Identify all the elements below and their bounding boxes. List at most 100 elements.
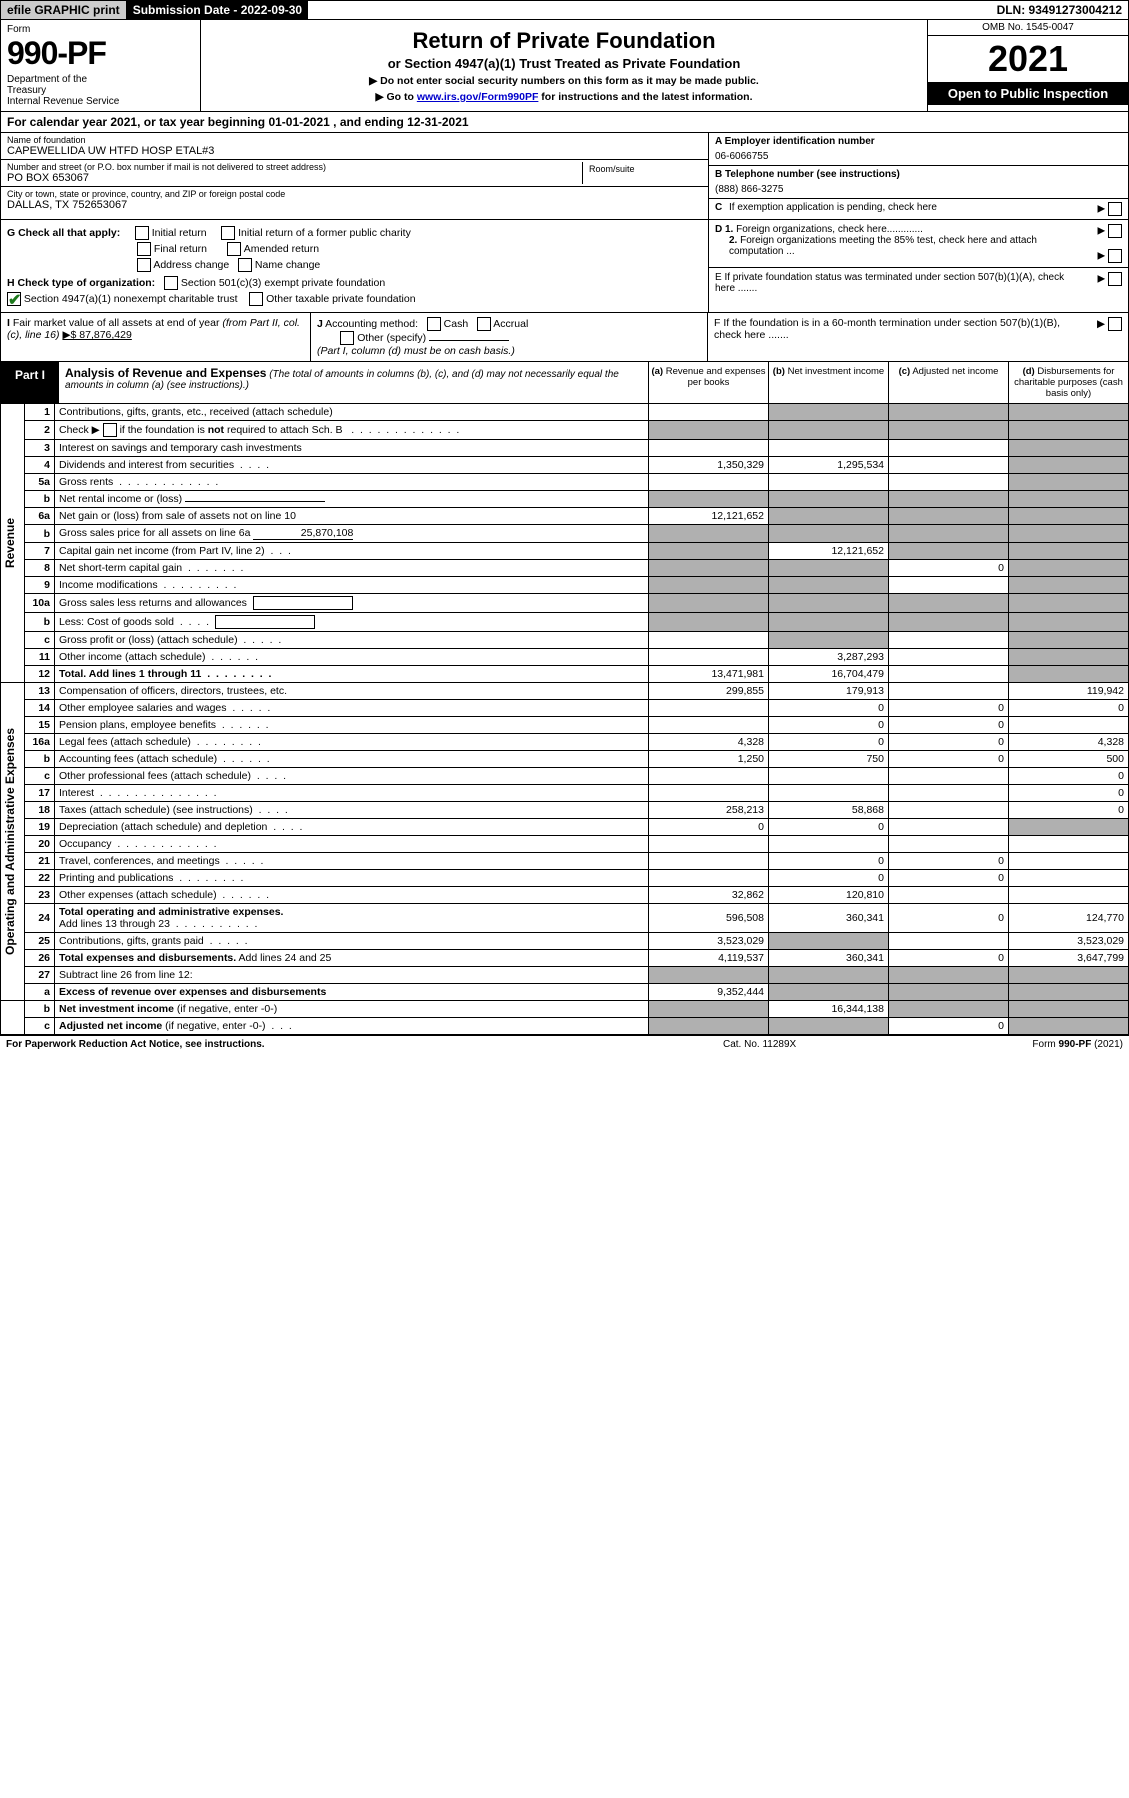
checkbox-4947a1[interactable]	[7, 292, 21, 306]
submission-date: Submission Date - 2022-09-30	[127, 1, 308, 19]
top-bar: efile GRAPHIC print Submission Date - 20…	[0, 0, 1129, 20]
exemption-pending-cell: C If exemption application is pending, c…	[709, 199, 1128, 219]
dln: DLN: 93491273004212	[991, 1, 1128, 19]
row-2: 2 Check ▶ if the foundation is not requi…	[1, 421, 1129, 440]
checkbox-address-change[interactable]	[137, 258, 151, 272]
form-id-block: Form 990-PF Department of theTreasuryInt…	[1, 20, 201, 111]
checkbox-amended-return[interactable]	[227, 242, 241, 256]
efile-print-button[interactable]: efile GRAPHIC print	[1, 1, 127, 19]
row-22: 22Printing and publications . . . . . . …	[1, 870, 1129, 887]
accounting-method: J Accounting method: Cash Accrual Other …	[311, 313, 708, 361]
checkbox-f[interactable]	[1108, 317, 1122, 331]
row-5b: bNet rental income or (loss)	[1, 491, 1129, 508]
instr-goto: ▶ Go to www.irs.gov/Form990PF for instru…	[209, 91, 919, 103]
row-10c: cGross profit or (loss) (attach schedule…	[1, 632, 1129, 649]
row-23: 23Other expenses (attach schedule) . . .…	[1, 887, 1129, 904]
row-25: 25Contributions, gifts, grants paid . . …	[1, 933, 1129, 950]
omb-number: OMB No. 1545-0047	[928, 20, 1128, 36]
checkbox-initial-return[interactable]	[135, 226, 149, 240]
part1-table: Revenue 1Contributions, gifts, grants, e…	[0, 404, 1129, 1035]
checkbox-other-taxable[interactable]	[249, 292, 263, 306]
form-subtitle: or Section 4947(a)(1) Trust Treated as P…	[209, 56, 919, 71]
row-15: 15Pension plans, employee benefits . . .…	[1, 717, 1129, 734]
row-11: 11Other income (attach schedule) . . . .…	[1, 649, 1129, 666]
address-cell: Number and street (or P.O. box number if…	[1, 160, 708, 187]
row-16c: cOther professional fees (attach schedul…	[1, 768, 1129, 785]
row-3: 3Interest on savings and temporary cash …	[1, 440, 1129, 457]
checkbox-d2[interactable]	[1108, 249, 1122, 263]
calendar-year-line: For calendar year 2021, or tax year begi…	[0, 112, 1129, 133]
row-4: 4Dividends and interest from securities …	[1, 457, 1129, 474]
checkbox-initial-former[interactable]	[221, 226, 235, 240]
form-title: Return of Private Foundation	[209, 28, 919, 54]
row-17: 17Interest . . . . . . . . . . . . . . 0	[1, 785, 1129, 802]
checkbox-name-change[interactable]	[238, 258, 252, 272]
expenses-side-label: Operating and Administrative Expenses	[1, 720, 19, 963]
row-27c: cAdjusted net income (if negative, enter…	[1, 1018, 1129, 1035]
room-suite: Room/suite	[582, 162, 702, 184]
row-7: 7Capital gain net income (from Part IV, …	[1, 543, 1129, 560]
form990pf-link[interactable]: www.irs.gov/Form990PF	[417, 91, 539, 103]
checkbox-final-return[interactable]	[137, 242, 151, 256]
row-12: 12Total. Add lines 1 through 11 . . . . …	[1, 666, 1129, 683]
page-footer: For Paperwork Reduction Act Notice, see …	[0, 1035, 1129, 1053]
row-21: 21Travel, conferences, and meetings . . …	[1, 853, 1129, 870]
f-60month: F If the foundation is in a 60-month ter…	[708, 313, 1128, 361]
form-label: Form	[7, 24, 194, 35]
ein-cell: A Employer identification number 06-6066…	[709, 133, 1128, 166]
row-14: 14Other employee salaries and wages . . …	[1, 700, 1129, 717]
foundation-name-cell: Name of foundation CAPEWELLIDA UW HTFD H…	[1, 133, 708, 160]
row-1: Revenue 1Contributions, gifts, grants, e…	[1, 404, 1129, 421]
dept-treasury: Department of theTreasuryInternal Revenu…	[7, 74, 194, 107]
row-9: 9Income modifications . . . . . . . . .	[1, 577, 1129, 594]
row-10a: 10aGross sales less returns and allowanc…	[1, 594, 1129, 613]
phone-cell: B Telephone number (see instructions) (8…	[709, 166, 1128, 199]
part1-label: Part I	[1, 362, 59, 403]
row-13: Operating and Administrative Expenses 13…	[1, 683, 1129, 700]
row-6b: bGross sales price for all assets on lin…	[1, 525, 1129, 543]
form-number: 990-PF	[7, 35, 194, 72]
col-a-head: (a) Revenue and expenses per books	[648, 362, 768, 403]
checkbox-501c3[interactable]	[164, 276, 178, 290]
part1-header: Part I Analysis of Revenue and Expenses …	[0, 362, 1129, 404]
ijf-row: I Fair market value of all assets at end…	[0, 313, 1129, 362]
row-18: 18Taxes (attach schedule) (see instructi…	[1, 802, 1129, 819]
row-27: 27Subtract line 26 from line 12:	[1, 967, 1129, 984]
row-19: 19Depreciation (attach schedule) and dep…	[1, 819, 1129, 836]
row-27b: bNet investment income (if negative, ent…	[1, 1001, 1129, 1018]
row-16a: 16aLegal fees (attach schedule) . . . . …	[1, 734, 1129, 751]
checkbox-other-method[interactable]	[340, 331, 354, 345]
d-foreign-row: D 1. Foreign organizations, check here..…	[709, 220, 1128, 268]
checkbox-cash[interactable]	[427, 317, 441, 331]
footer-paperwork: For Paperwork Reduction Act Notice, see …	[6, 1039, 723, 1050]
checkbox-schb[interactable]	[103, 423, 117, 437]
part1-desc: Analysis of Revenue and Expenses (The to…	[59, 362, 648, 403]
checkbox-d1[interactable]	[1108, 224, 1122, 238]
checkbox-c[interactable]	[1108, 202, 1122, 216]
fair-market-value: I Fair market value of all assets at end…	[1, 313, 311, 361]
col-d-head: (d) Disbursements for charitable purpose…	[1008, 362, 1128, 403]
row-20: 20Occupancy . . . . . . . . . . . .	[1, 836, 1129, 853]
row-27a: aExcess of revenue over expenses and dis…	[1, 984, 1129, 1001]
row-5a: 5aGross rents . . . . . . . . . . . .	[1, 474, 1129, 491]
city-cell: City or town, state or province, country…	[1, 187, 708, 213]
instr-ssn: ▶ Do not enter social security numbers o…	[209, 75, 919, 87]
g-check-row: G Check all that apply: Initial return I…	[7, 226, 702, 240]
col-b-head: (b) Net investment income	[768, 362, 888, 403]
year-block: OMB No. 1545-0047 2021 Open to Public In…	[928, 20, 1128, 111]
form-header: Form 990-PF Department of theTreasuryInt…	[0, 20, 1129, 112]
footer-catno: Cat. No. 11289X	[723, 1039, 923, 1050]
row-16b: bAccounting fees (attach schedule) . . .…	[1, 751, 1129, 768]
checkbox-accrual[interactable]	[477, 317, 491, 331]
tax-year: 2021	[928, 36, 1128, 82]
e-terminated-row: E If private foundation status was termi…	[709, 268, 1128, 298]
footer-formno: Form 990-PF (2021)	[923, 1039, 1123, 1050]
h-check-row: H Check type of organization: Section 50…	[7, 276, 702, 290]
open-public-badge: Open to Public Inspection	[928, 82, 1128, 105]
row-24: 24Total operating and administrative exp…	[1, 904, 1129, 933]
checkbox-e[interactable]	[1108, 272, 1122, 286]
revenue-side-label: Revenue	[1, 510, 19, 576]
row-8: 8Net short-term capital gain . . . . . .…	[1, 560, 1129, 577]
identity-block: Name of foundation CAPEWELLIDA UW HTFD H…	[0, 133, 1129, 220]
row-6a: 6aNet gain or (loss) from sale of assets…	[1, 508, 1129, 525]
